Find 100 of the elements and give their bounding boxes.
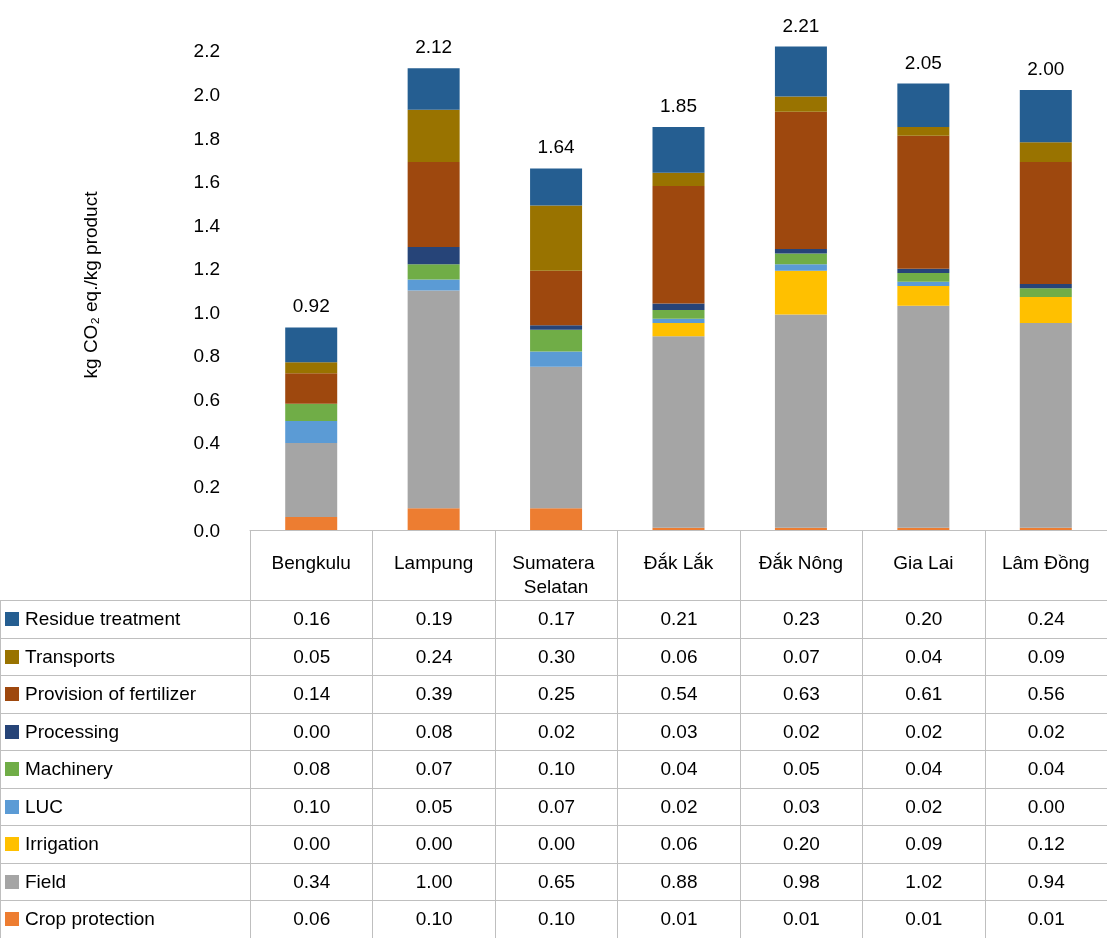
- data-label: 0.06: [617, 638, 741, 676]
- bar: [774, 249, 827, 254]
- data-label: 0.12: [985, 825, 1107, 863]
- y-tick-label: 0.2: [193, 475, 220, 497]
- data-label: 0.07: [372, 750, 496, 788]
- bar: [530, 325, 583, 330]
- total-label: 0.92: [292, 295, 330, 317]
- y-tick-label: 0.0: [193, 519, 220, 541]
- data-label: 0.65: [495, 863, 618, 901]
- data-label: 0.10: [495, 750, 618, 788]
- bar: [285, 362, 338, 374]
- y-tick-label: 0.6: [193, 388, 220, 410]
- legend-label: Irrigation: [0, 825, 251, 863]
- bar: [1019, 142, 1072, 162]
- y-tick-label: 2.0: [193, 83, 220, 105]
- data-label: 0.23: [740, 600, 863, 638]
- data-label: 0.54: [617, 675, 741, 713]
- data-label: 0.17: [495, 600, 618, 638]
- data-label: 0.06: [617, 825, 741, 863]
- bar: [530, 168, 583, 206]
- data-label: 0.20: [862, 600, 986, 638]
- bar: [1019, 161, 1072, 284]
- data-label: 0.16: [250, 600, 373, 638]
- data-label: 0.25: [495, 675, 618, 713]
- bar: [652, 310, 705, 319]
- bar: [652, 185, 705, 304]
- bar: [774, 46, 827, 97]
- data-label: 0.07: [740, 638, 863, 676]
- bar: [897, 127, 950, 136]
- bar: [897, 527, 950, 530]
- data-label: 0.01: [617, 900, 741, 938]
- x-tick-label: Đắk Nông: [758, 551, 844, 573]
- data-label: 0.05: [250, 638, 373, 676]
- bar: [1019, 288, 1072, 297]
- bar: [774, 111, 827, 250]
- y-tick-label: 0.8: [193, 345, 220, 367]
- x-tick-label: Bengkulu: [271, 551, 351, 573]
- data-label: 0.02: [617, 788, 741, 826]
- bar: [407, 161, 460, 247]
- total-label: 2.00: [1027, 58, 1065, 80]
- data-label: 0.04: [862, 638, 986, 676]
- data-label: 0.10: [495, 900, 618, 938]
- x-tick-label: Gia Lai: [893, 551, 954, 573]
- bar: [1019, 90, 1072, 143]
- data-label: 1.00: [372, 863, 496, 901]
- legend-label: Transports: [0, 638, 251, 676]
- y-tick-label: 0.4: [193, 432, 221, 454]
- bar: [897, 281, 950, 287]
- y-tick-label: 1.0: [193, 301, 220, 323]
- bar: [530, 351, 583, 367]
- data-label: 0.98: [740, 863, 863, 901]
- legend-label: Machinery: [0, 750, 251, 788]
- bar: [407, 109, 460, 162]
- bar: [285, 516, 338, 530]
- data-label: 0.00: [495, 825, 618, 863]
- data-label: 0.07: [495, 788, 618, 826]
- data-label: 0.09: [985, 638, 1107, 676]
- data-label: 0.05: [740, 750, 863, 788]
- data-label: 0.24: [985, 600, 1107, 638]
- x-tick-label: Lampung: [394, 551, 474, 573]
- data-label: 0.61: [862, 675, 986, 713]
- bar: [530, 366, 583, 509]
- data-label: 0.01: [862, 900, 986, 938]
- data-label: 0.03: [617, 713, 741, 751]
- bar: [774, 253, 827, 265]
- bar: [774, 96, 827, 112]
- bar: [774, 264, 827, 271]
- data-label: 0.00: [985, 788, 1107, 826]
- bar: [652, 323, 705, 337]
- total-label: 2.21: [782, 14, 820, 36]
- y-tick-label: 1.8: [193, 127, 220, 149]
- bar: [652, 303, 705, 311]
- data-label: 0.94: [985, 863, 1107, 901]
- data-label: 0.39: [372, 675, 496, 713]
- bar: [530, 508, 583, 530]
- data-label: 0.34: [250, 863, 373, 901]
- data-label: 0.04: [617, 750, 741, 788]
- bar: [897, 305, 950, 528]
- data-label: 0.24: [372, 638, 496, 676]
- total-label: 2.05: [904, 51, 942, 73]
- y-tick-label: 1.4: [193, 214, 221, 236]
- bar: [652, 318, 705, 324]
- data-label: 0.00: [250, 713, 373, 751]
- bar: [407, 508, 460, 530]
- data-label: 0.02: [740, 713, 863, 751]
- data-label: 0.10: [250, 788, 373, 826]
- data-label: 0.00: [250, 825, 373, 863]
- data-label: 1.02: [862, 863, 986, 901]
- bar: [1019, 283, 1072, 289]
- x-tick-label: Đắk Lắk: [643, 551, 714, 573]
- data-label: 0.00: [372, 825, 496, 863]
- data-label: 0.04: [985, 750, 1107, 788]
- data-label: 0.20: [740, 825, 863, 863]
- data-label: 0.01: [985, 900, 1107, 938]
- data-label: 0.88: [617, 863, 741, 901]
- bar: [652, 127, 705, 173]
- bar: [285, 373, 338, 404]
- legend-label: Residue treatment: [0, 600, 251, 638]
- data-label: 0.14: [250, 675, 373, 713]
- bar: [774, 527, 827, 530]
